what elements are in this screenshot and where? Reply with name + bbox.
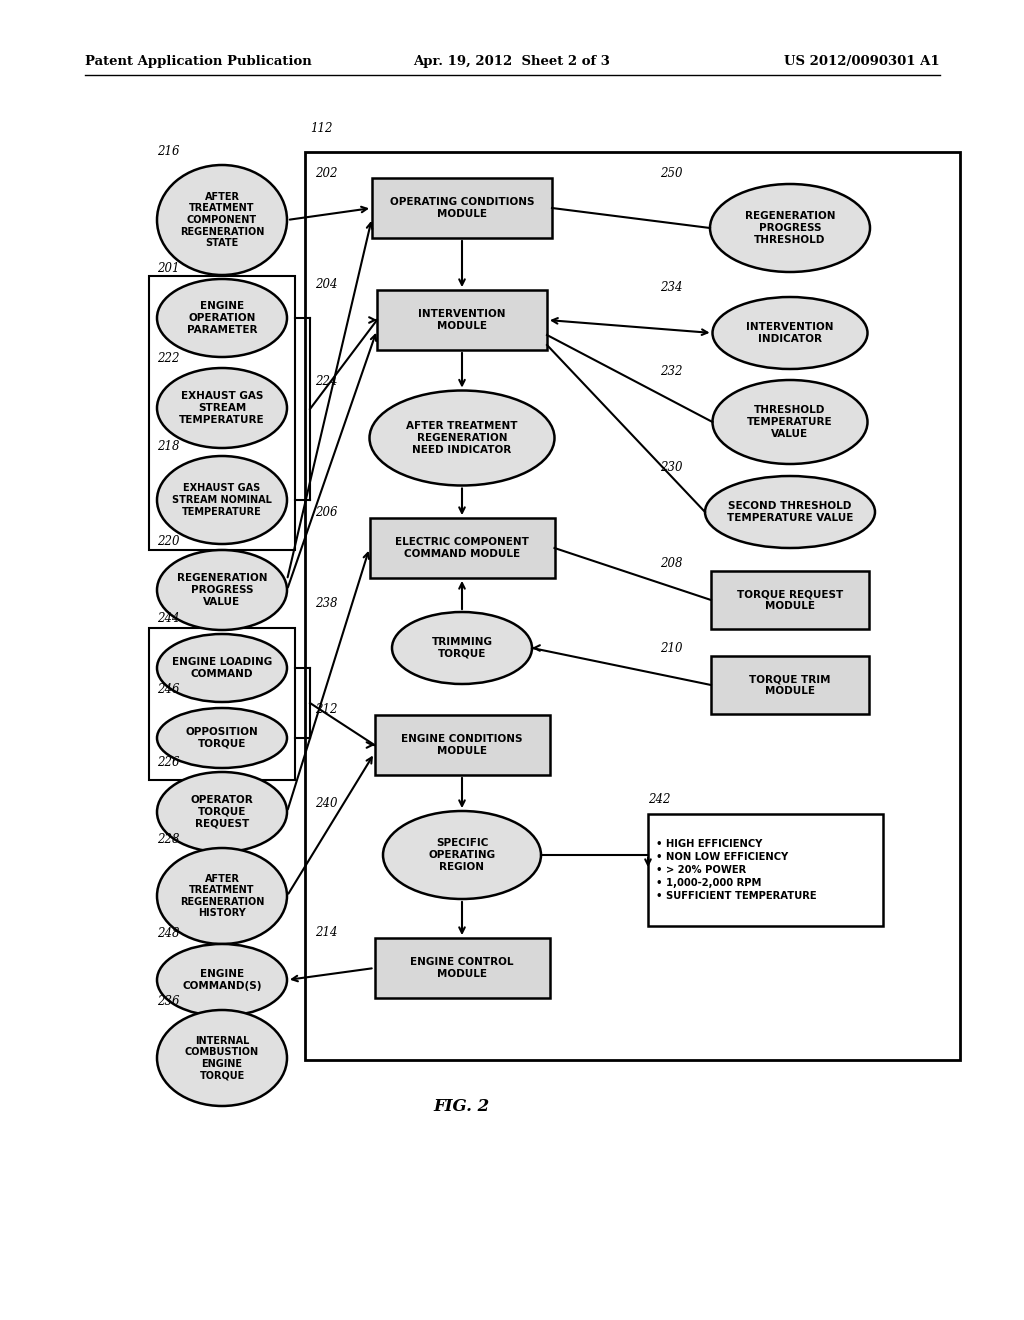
Text: OPERATOR
TORQUE
REQUEST: OPERATOR TORQUE REQUEST bbox=[190, 796, 253, 829]
Text: Apr. 19, 2012  Sheet 2 of 3: Apr. 19, 2012 Sheet 2 of 3 bbox=[414, 55, 610, 69]
Text: 210: 210 bbox=[660, 642, 683, 655]
Text: 226: 226 bbox=[157, 756, 179, 770]
Bar bbox=[372, 178, 552, 238]
Ellipse shape bbox=[157, 165, 287, 275]
Text: REGENERATION
PROGRESS
VALUE: REGENERATION PROGRESS VALUE bbox=[177, 573, 267, 607]
Bar bbox=[711, 656, 869, 714]
Text: 224: 224 bbox=[315, 375, 338, 388]
Bar bbox=[370, 517, 555, 578]
Ellipse shape bbox=[157, 368, 287, 447]
Text: 206: 206 bbox=[315, 506, 338, 519]
Text: 250: 250 bbox=[660, 168, 683, 180]
Bar bbox=[305, 152, 961, 1060]
Ellipse shape bbox=[157, 772, 287, 851]
Text: 240: 240 bbox=[315, 797, 338, 810]
Text: • HIGH EFFICIENCY
• NON LOW EFFICIENCY
• > 20% POWER
• 1,000-2,000 RPM
• SUFFICI: • HIGH EFFICIENCY • NON LOW EFFICIENCY •… bbox=[656, 838, 816, 902]
Ellipse shape bbox=[710, 183, 870, 272]
Text: EXHAUST GAS
STREAM
TEMPERATURE: EXHAUST GAS STREAM TEMPERATURE bbox=[179, 392, 265, 425]
Text: INTERNAL
COMBUSTION
ENGINE
TORQUE: INTERNAL COMBUSTION ENGINE TORQUE bbox=[185, 1036, 259, 1080]
Ellipse shape bbox=[157, 279, 287, 356]
Bar bbox=[150, 628, 295, 780]
Text: 212: 212 bbox=[315, 704, 338, 715]
Text: 228: 228 bbox=[157, 833, 179, 846]
Text: TORQUE TRIM
MODULE: TORQUE TRIM MODULE bbox=[750, 675, 830, 696]
Text: AFTER
TREATMENT
REGENERATION
HISTORY: AFTER TREATMENT REGENERATION HISTORY bbox=[180, 874, 264, 919]
Text: 214: 214 bbox=[315, 927, 338, 939]
Text: 230: 230 bbox=[660, 461, 683, 474]
Text: ENGINE CONDITIONS
MODULE: ENGINE CONDITIONS MODULE bbox=[401, 734, 522, 756]
Text: 216: 216 bbox=[157, 145, 179, 158]
Text: 242: 242 bbox=[648, 793, 671, 807]
Bar bbox=[711, 572, 869, 630]
Ellipse shape bbox=[157, 847, 287, 944]
Text: 201: 201 bbox=[157, 261, 179, 275]
Text: AFTER
TREATMENT
COMPONENT
REGENERATION
STATE: AFTER TREATMENT COMPONENT REGENERATION S… bbox=[180, 191, 264, 248]
Text: REGENERATION
PROGRESS
THRESHOLD: REGENERATION PROGRESS THRESHOLD bbox=[744, 211, 836, 244]
Ellipse shape bbox=[713, 380, 867, 465]
Text: 222: 222 bbox=[157, 352, 179, 366]
Ellipse shape bbox=[713, 297, 867, 370]
Text: ENGINE LOADING
COMMAND: ENGINE LOADING COMMAND bbox=[172, 657, 272, 678]
Bar bbox=[150, 276, 295, 550]
Text: 112: 112 bbox=[310, 121, 333, 135]
Text: 204: 204 bbox=[315, 279, 338, 290]
Ellipse shape bbox=[157, 708, 287, 768]
Text: AFTER TREATMENT
REGENERATION
NEED INDICATOR: AFTER TREATMENT REGENERATION NEED INDICA… bbox=[407, 421, 518, 454]
Text: Patent Application Publication: Patent Application Publication bbox=[85, 55, 311, 69]
Text: FIG. 2: FIG. 2 bbox=[434, 1098, 490, 1115]
Text: SECOND THRESHOLD
TEMPERATURE VALUE: SECOND THRESHOLD TEMPERATURE VALUE bbox=[727, 502, 853, 523]
Bar bbox=[648, 814, 883, 927]
Ellipse shape bbox=[157, 550, 287, 630]
Bar bbox=[375, 715, 550, 775]
Text: SPECIFIC
OPERATING
REGION: SPECIFIC OPERATING REGION bbox=[428, 838, 496, 871]
Text: TORQUE REQUEST
MODULE: TORQUE REQUEST MODULE bbox=[737, 589, 843, 611]
Text: OPERATING CONDITIONS
MODULE: OPERATING CONDITIONS MODULE bbox=[390, 197, 535, 219]
Ellipse shape bbox=[157, 634, 287, 702]
Ellipse shape bbox=[370, 391, 555, 486]
Text: 218: 218 bbox=[157, 440, 179, 453]
Text: 220: 220 bbox=[157, 535, 179, 548]
Text: INTERVENTION
INDICATOR: INTERVENTION INDICATOR bbox=[746, 322, 834, 343]
Text: 236: 236 bbox=[157, 995, 179, 1008]
Bar bbox=[375, 939, 550, 998]
Text: 248: 248 bbox=[157, 927, 179, 940]
Text: 232: 232 bbox=[660, 366, 683, 378]
Ellipse shape bbox=[383, 810, 541, 899]
Text: ENGINE
COMMAND(S): ENGINE COMMAND(S) bbox=[182, 969, 262, 991]
Text: ELECTRIC COMPONENT
COMMAND MODULE: ELECTRIC COMPONENT COMMAND MODULE bbox=[395, 537, 529, 558]
Ellipse shape bbox=[392, 612, 532, 684]
Text: INTERVENTION
MODULE: INTERVENTION MODULE bbox=[418, 309, 506, 331]
Ellipse shape bbox=[157, 455, 287, 544]
Bar bbox=[377, 290, 547, 350]
Text: 202: 202 bbox=[315, 168, 338, 180]
Text: US 2012/0090301 A1: US 2012/0090301 A1 bbox=[784, 55, 940, 69]
Text: TRIMMING
TORQUE: TRIMMING TORQUE bbox=[431, 638, 493, 659]
Ellipse shape bbox=[705, 477, 874, 548]
Text: 208: 208 bbox=[660, 557, 683, 570]
Text: THRESHOLD
TEMPERATURE
VALUE: THRESHOLD TEMPERATURE VALUE bbox=[748, 405, 833, 438]
Text: 244: 244 bbox=[157, 612, 179, 624]
Text: ENGINE CONTROL
MODULE: ENGINE CONTROL MODULE bbox=[411, 957, 514, 979]
Text: OPPOSITION
TORQUE: OPPOSITION TORQUE bbox=[185, 727, 258, 748]
Text: 246: 246 bbox=[157, 682, 179, 696]
Ellipse shape bbox=[157, 944, 287, 1016]
Text: 238: 238 bbox=[315, 597, 338, 610]
Text: EXHAUST GAS
STREAM NOMINAL
TEMPERATURE: EXHAUST GAS STREAM NOMINAL TEMPERATURE bbox=[172, 483, 272, 516]
Text: ENGINE
OPERATION
PARAMETER: ENGINE OPERATION PARAMETER bbox=[186, 301, 257, 334]
Ellipse shape bbox=[157, 1010, 287, 1106]
Text: 234: 234 bbox=[660, 281, 683, 294]
